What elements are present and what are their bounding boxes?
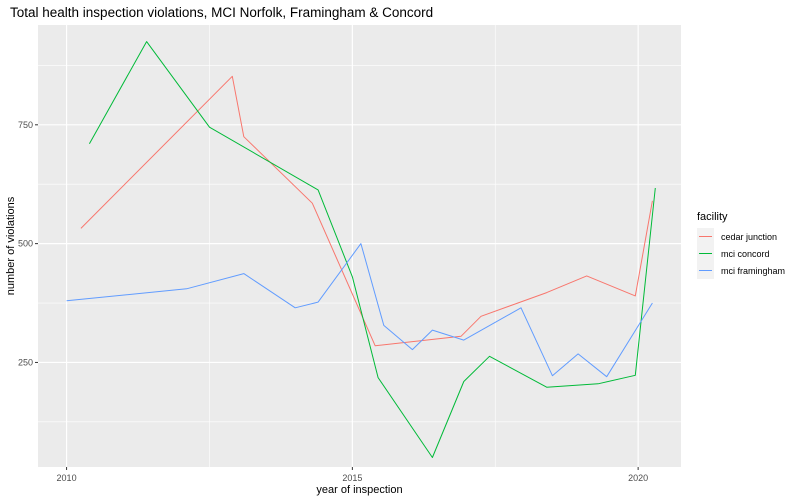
x-axis: 2010 2015 2020 bbox=[57, 467, 648, 483]
x-tick-label: 2020 bbox=[628, 473, 648, 483]
legend-title: facility bbox=[697, 211, 728, 223]
series-line-1 bbox=[88, 41, 656, 458]
x-axis-label: year of inspection bbox=[316, 484, 402, 496]
grid-major bbox=[38, 25, 681, 467]
y-axis-label: number of violations bbox=[5, 196, 17, 295]
x-tick-label: 2010 bbox=[57, 473, 77, 483]
y-axis: 250 500 750 bbox=[18, 120, 38, 367]
legend-label-1: mci concord bbox=[721, 249, 770, 259]
series-line-2 bbox=[66, 243, 653, 378]
y-tick-label: 500 bbox=[18, 239, 33, 249]
legend-label-2: mci framingham bbox=[721, 266, 785, 276]
y-tick-label: 250 bbox=[18, 357, 33, 367]
chart-title: Total health inspection violations, MCI … bbox=[10, 5, 433, 20]
series-line-0 bbox=[80, 75, 653, 347]
legend: facility cedar junction mci concord mci fr… bbox=[697, 211, 785, 279]
x-tick-label: 2015 bbox=[342, 473, 362, 483]
series-lines bbox=[66, 41, 656, 458]
y-tick-label: 750 bbox=[18, 120, 33, 130]
legend-label-0: cedar junction bbox=[721, 232, 777, 242]
